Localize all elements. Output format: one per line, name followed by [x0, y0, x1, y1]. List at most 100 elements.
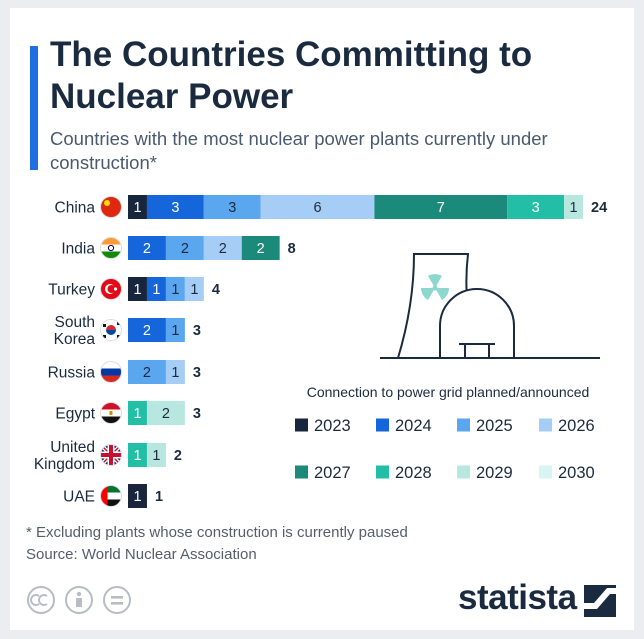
bar-segment-2026 [203, 236, 242, 260]
legend-swatch [457, 465, 470, 479]
legend-label: 2030 [558, 464, 595, 482]
legend-swatch [539, 418, 552, 432]
bar-segment-2024 [128, 236, 166, 260]
source-note: Source: World Nuclear Association [26, 546, 257, 563]
india-flag-icon [100, 237, 122, 259]
bar-segment-2023 [128, 195, 147, 219]
creative-commons-icon [27, 586, 55, 614]
bar-segment-2024 [146, 195, 204, 219]
category-label: United Kingdom [34, 439, 95, 473]
reactor-dome [439, 288, 515, 358]
data-label: 6 [314, 200, 322, 216]
uae-flag-icon [100, 485, 122, 507]
legend-item-2026: 2026 [539, 417, 595, 435]
bar-row-uae: UAE 1 1 [63, 484, 163, 508]
data-label: 2 [162, 406, 170, 422]
bar-segment-2029 [564, 195, 583, 219]
bar-segment-2026 [165, 360, 185, 384]
bar-segment-2029 [146, 401, 185, 425]
data-label: 3 [228, 200, 236, 216]
legend-item-2025: 2025 [457, 417, 513, 435]
russia-flag-icon [100, 361, 122, 383]
data-label: 7 [437, 200, 445, 216]
data-label: 1 [152, 448, 160, 464]
bar-segment-2025 [165, 318, 185, 342]
legend-swatch [376, 418, 389, 432]
legend-label: 2027 [314, 464, 351, 482]
total-label: 3 [193, 323, 201, 339]
total-label: 3 [193, 406, 201, 422]
legend-item-2028: 2028 [376, 464, 432, 482]
data-label: 1 [569, 200, 577, 216]
bar-segment-2023 [128, 484, 147, 508]
bar-segment-2027 [374, 195, 508, 219]
legend-item-2023: 2023 [295, 417, 351, 435]
category-label-line: UAE [63, 489, 95, 506]
data-label: 3 [171, 200, 179, 216]
legend-label: 2023 [314, 417, 351, 435]
data-label: 1 [171, 282, 179, 298]
category-label: UAE [63, 489, 95, 506]
category-label-line: South [54, 314, 95, 331]
license-icons [27, 586, 131, 614]
legend-label: 2028 [395, 464, 432, 482]
category-label-line: United [50, 439, 95, 456]
egypt-flag-icon [100, 402, 122, 424]
uk-flag-icon [100, 444, 122, 466]
data-label: 2 [181, 241, 189, 257]
total-label: 2 [174, 448, 182, 464]
statista-logo-icon [584, 585, 616, 617]
legend-item-2029: 2029 [457, 464, 513, 482]
bar-row-russia: Russia 2 1 3 [48, 360, 201, 384]
category-label: Russia [48, 365, 96, 382]
category-label: India [61, 241, 95, 258]
category-label-line: Russia [48, 365, 96, 382]
legend-box [262, 365, 614, 503]
infographic-card [10, 8, 634, 630]
statista-logo-text: statista [458, 578, 577, 617]
category-label-line: Korea [54, 331, 96, 348]
radiation-icon [421, 274, 449, 300]
title-accent-bar [30, 46, 38, 170]
category-label-line: Egypt [55, 406, 95, 423]
legend-item-2024: 2024 [376, 417, 432, 435]
bar-segment-2025 [165, 277, 185, 301]
legend-swatch [457, 418, 470, 432]
total-label: 24 [591, 200, 607, 216]
data-label: 1 [171, 323, 179, 339]
category-label-line: Kingdom [34, 456, 95, 473]
legend-title: Connection to power grid planned/announc… [307, 384, 590, 400]
bar-segment-2024 [128, 318, 166, 342]
category-label-line: China [55, 200, 96, 217]
chart-subtitle: Countries with the most nuclear power pl… [50, 128, 548, 173]
footnote: * Excluding plants whose construction is… [26, 524, 408, 541]
data-label: 1 [133, 200, 141, 216]
total-label: 1 [155, 489, 163, 505]
chart-title: The Countries Committing to Nuclear Powe… [50, 35, 533, 116]
bar-row-egypt: Egypt 1 2 3 [55, 401, 201, 425]
data-label: 2 [143, 323, 151, 339]
legend-swatch [539, 465, 552, 479]
bar-segment-2025 [165, 236, 204, 260]
legend-swatch [295, 465, 308, 479]
category-label: China [55, 200, 96, 217]
data-label: 1 [171, 365, 179, 381]
legend-item-2027: 2027 [295, 464, 351, 482]
total-label: 3 [193, 365, 201, 381]
bar-segment-2029 [146, 443, 166, 467]
no-derivatives-icon [103, 586, 131, 614]
legend-item-2030: 2030 [539, 464, 595, 482]
legend-label: 2029 [476, 464, 513, 482]
nuclear-plant-illustration [380, 253, 600, 359]
category-label-line: Turkey [48, 282, 95, 299]
legend-label: 2025 [476, 417, 513, 435]
data-label: 1 [133, 406, 141, 422]
legend-label: 2024 [395, 417, 432, 435]
data-label: 2 [219, 241, 227, 257]
category-label: Egypt [55, 406, 95, 423]
data-label: 2 [257, 241, 265, 257]
data-label: 1 [152, 282, 160, 298]
data-label: 1 [190, 282, 198, 298]
bar-segment-2023 [128, 277, 147, 301]
bar-segment-2027 [241, 236, 280, 260]
